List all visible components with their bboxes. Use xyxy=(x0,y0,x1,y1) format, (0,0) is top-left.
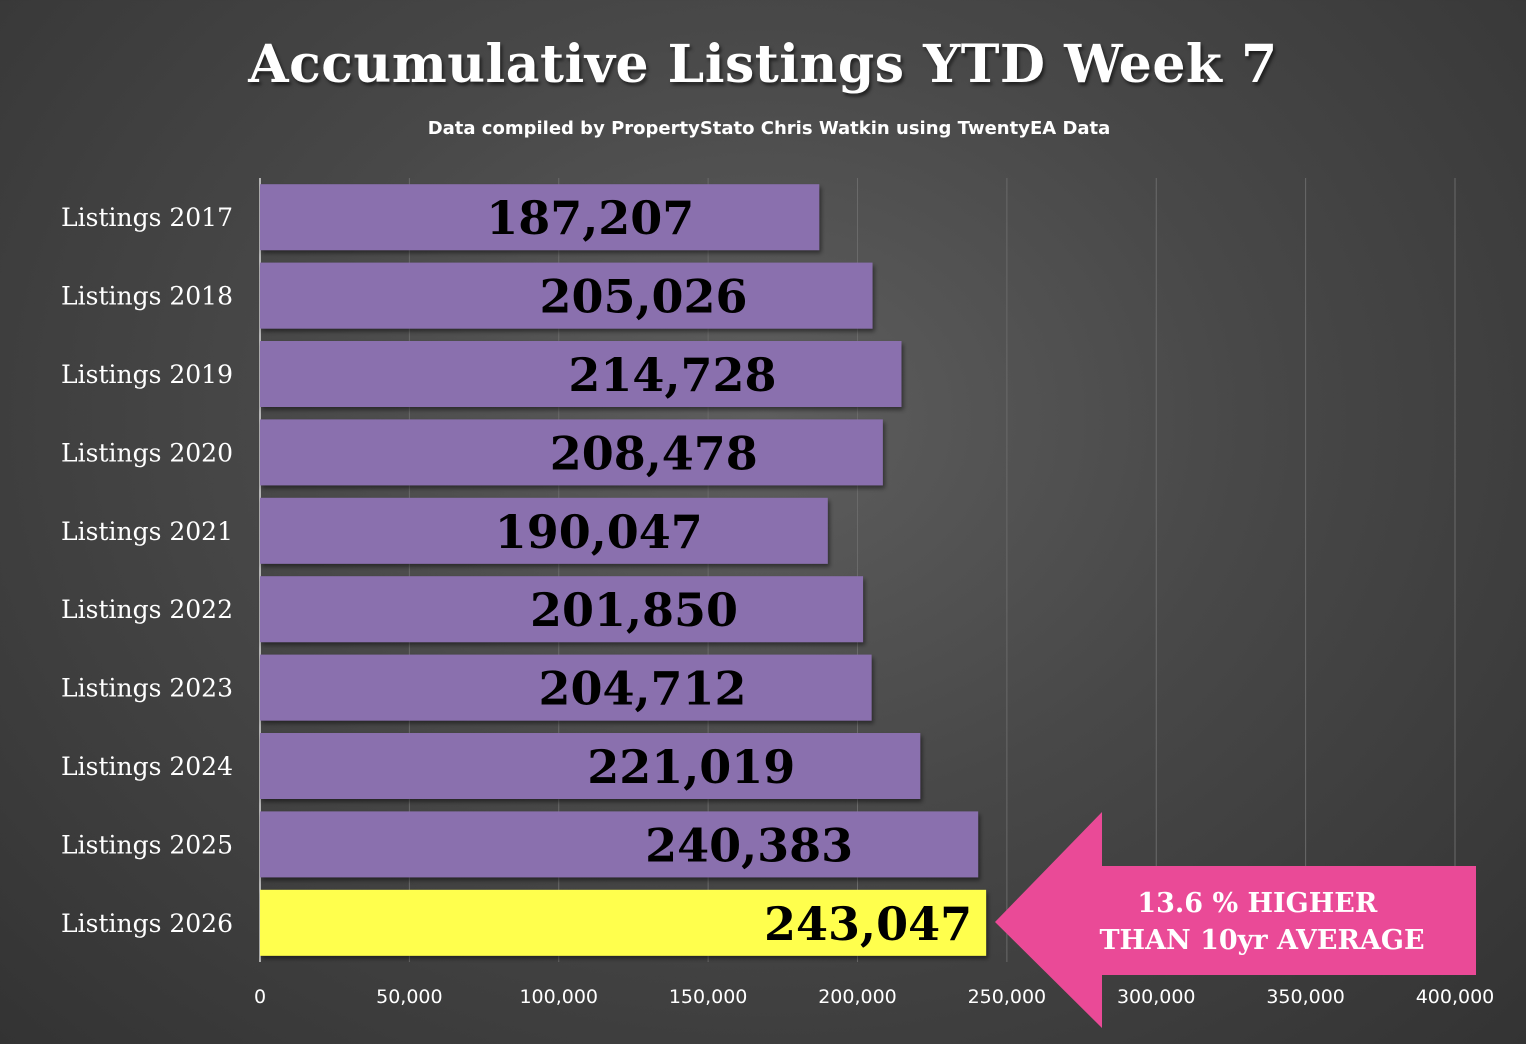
category-label: Listings 2022 xyxy=(61,595,233,624)
x-axis-tick-labels: 0 50,000 100,000 150,000 200,000 250,000 300,0… xyxy=(254,986,1494,1008)
x-tick-label: 400,000 xyxy=(1416,986,1495,1008)
callout-arrow-shape xyxy=(995,812,1476,1028)
data-label: 221,019 xyxy=(587,740,795,794)
chart-title: Accumulative Listings YTD Week 7 xyxy=(248,34,1278,95)
bar xyxy=(260,654,872,721)
x-tick-label: 300,000 xyxy=(1117,986,1196,1008)
data-label: 240,383 xyxy=(645,818,853,872)
bar xyxy=(260,184,820,251)
x-tick-label: 200,000 xyxy=(818,986,897,1008)
category-labels: Listings 2017 Listings 2018 Listings 2019 L… xyxy=(61,203,233,938)
data-label: 204,712 xyxy=(539,662,747,716)
x-tick-label: 50,000 xyxy=(376,986,442,1008)
chart-subtitle: Data compiled by PropertyStato Chris Wat… xyxy=(427,118,1111,139)
x-tick-label: 350,000 xyxy=(1266,986,1345,1008)
bar xyxy=(260,419,883,486)
callout-line-2: THAN 10yr AVERAGE xyxy=(1099,925,1424,956)
data-label: 205,026 xyxy=(539,270,747,324)
bar xyxy=(260,497,828,564)
x-tick-label: 250,000 xyxy=(968,986,1047,1008)
category-label: Listings 2026 xyxy=(61,909,233,938)
category-label: Listings 2024 xyxy=(61,752,233,781)
category-label: Listings 2025 xyxy=(61,830,233,859)
annotation-callout: 13.6 % HIGHER THAN 10yr AVERAGE xyxy=(995,812,1476,1028)
category-label: Listings 2018 xyxy=(61,282,233,311)
data-label: 190,047 xyxy=(495,505,703,559)
category-label: Listings 2020 xyxy=(61,438,233,467)
bar xyxy=(260,811,979,878)
category-label: Listings 2021 xyxy=(61,517,233,546)
callout-line-1: 13.6 % HIGHER xyxy=(1137,888,1378,919)
category-label: Listings 2019 xyxy=(61,360,233,389)
data-label: 214,728 xyxy=(568,348,776,402)
x-tick-label: 100,000 xyxy=(519,986,598,1008)
bar xyxy=(260,889,987,956)
bars: 187,207 205,026 214,728 208,478 190,047 201,8… xyxy=(260,184,987,956)
svg-text:13.6 % HIGHER THAN 10yr: 13.6 % HIGHER THAN 10yr AVERAGE xyxy=(1099,888,1424,956)
bar xyxy=(260,733,921,799)
data-label: 208,478 xyxy=(550,426,758,480)
bar xyxy=(260,341,902,407)
bar xyxy=(260,262,873,329)
bar xyxy=(260,576,864,643)
x-tick-label: 0 xyxy=(254,986,266,1008)
category-label: Listings 2023 xyxy=(61,674,233,703)
data-label: 243,047 xyxy=(764,897,972,951)
data-label: 201,850 xyxy=(530,583,738,637)
category-label: Listings 2017 xyxy=(61,203,233,232)
x-tick-label: 150,000 xyxy=(669,986,748,1008)
data-label: 187,207 xyxy=(486,191,694,245)
